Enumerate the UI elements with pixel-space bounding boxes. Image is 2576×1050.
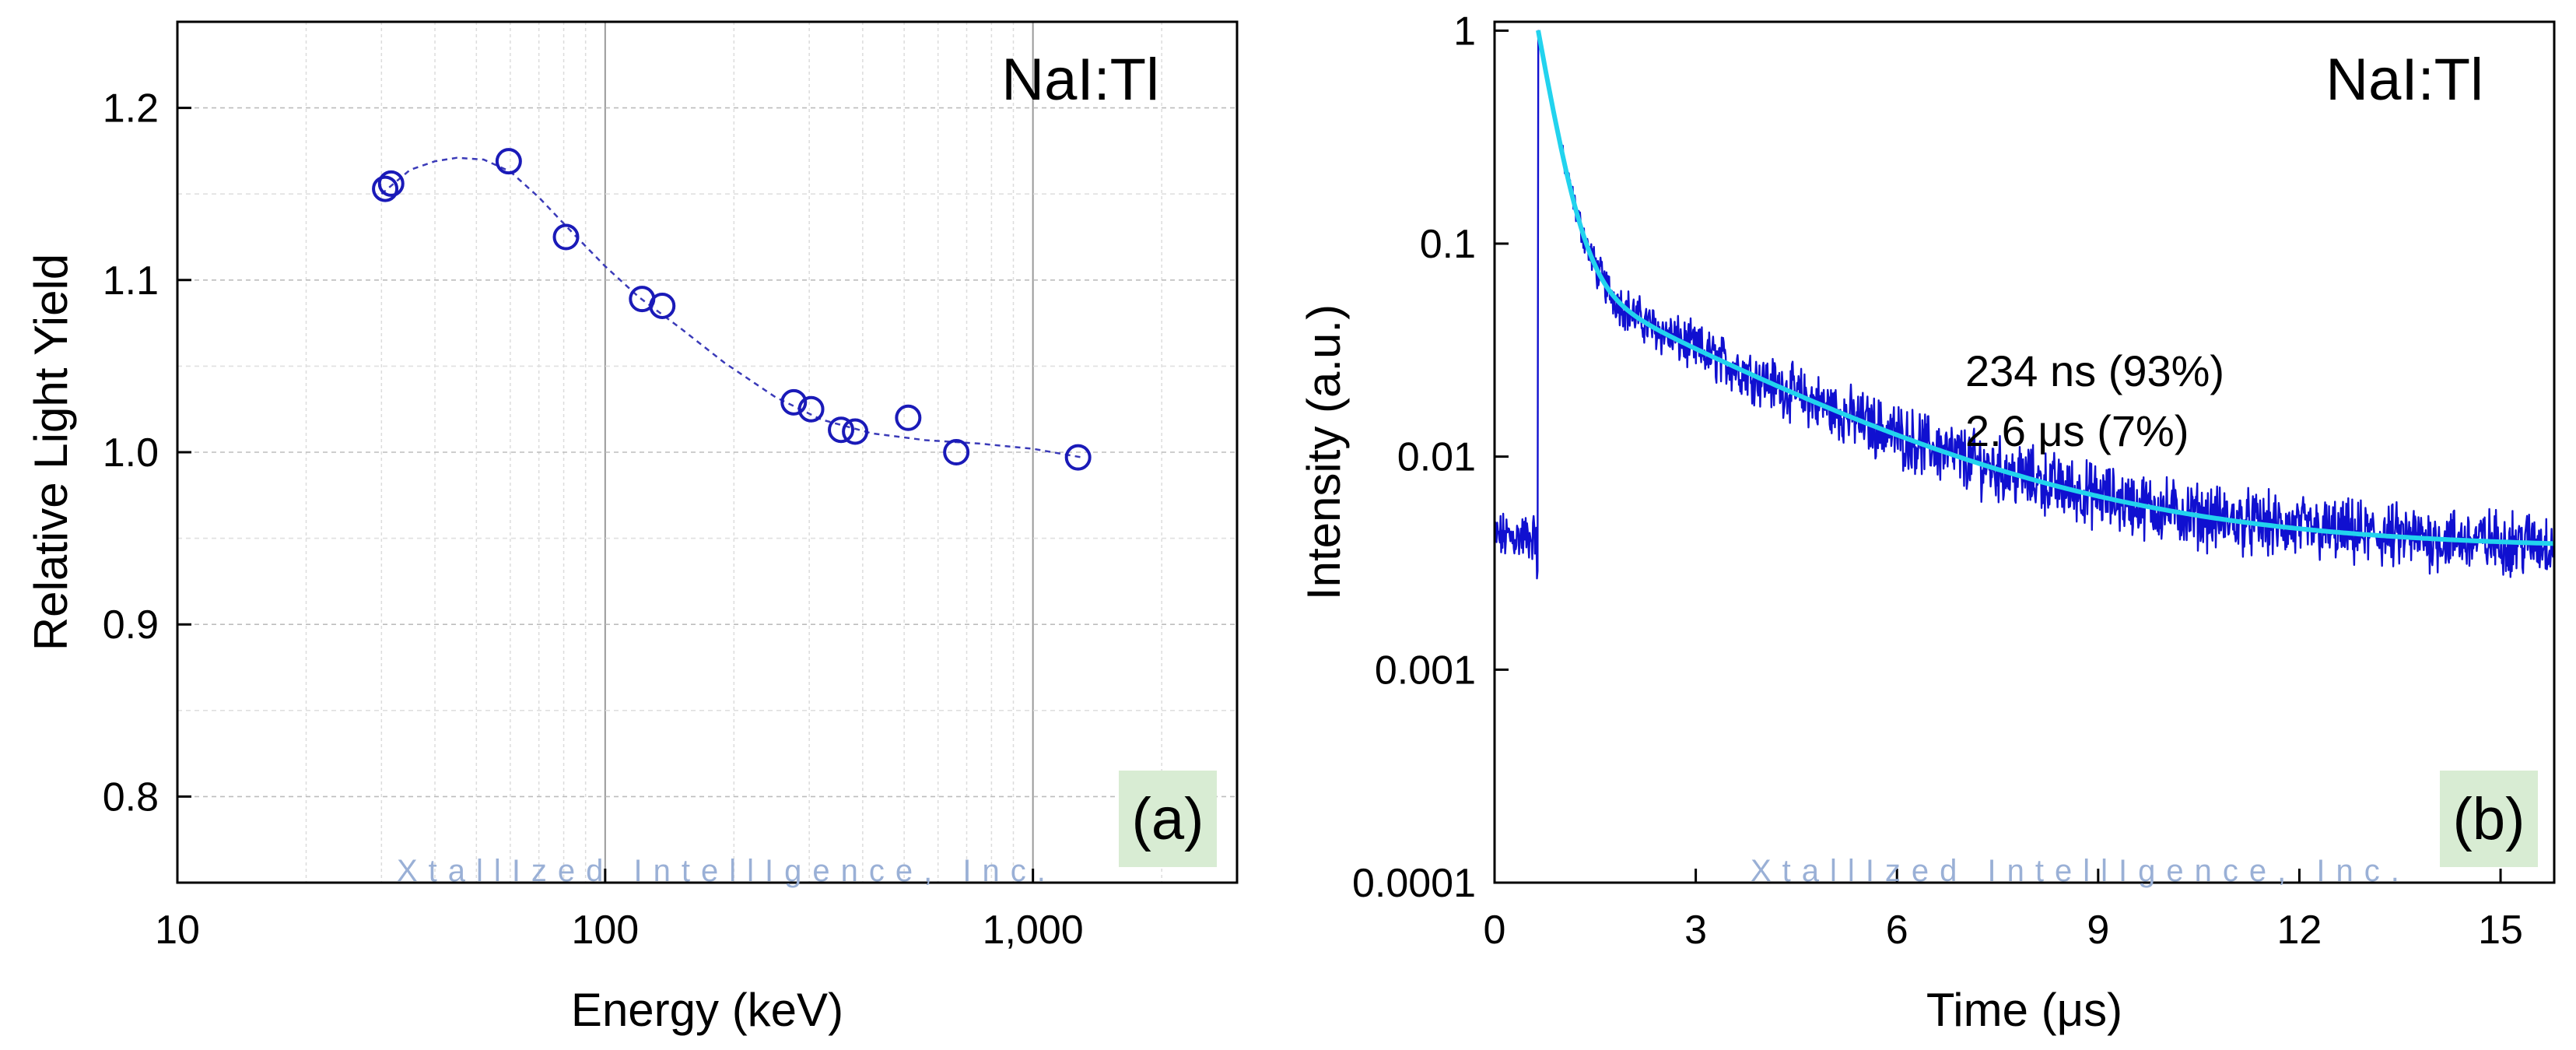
data-point [649,292,676,319]
y-tick-label: 0.8 [103,774,159,820]
x-tick-label: 10 [155,908,200,953]
panel-b-label: (b) [2453,786,2525,852]
data-point [797,395,825,423]
x-tick-label: 9 [2087,908,2109,953]
panel-a-label: (a) [1132,786,1204,852]
data-point [377,170,405,197]
x-tick-label: 12 [2277,908,2322,953]
panel-a-ticks: 10 100 1,000 0.8 0.9 1.0 1.1 1.2 [103,86,1084,953]
panel-b-annotation-slow: 2.6 μs (7%) [1965,406,2189,455]
data-point [552,223,580,251]
panel-b-fit-curve [1536,30,2555,546]
panel-a-points [372,148,1092,471]
x-tick-label: 3 [1684,908,1707,953]
panel-b-ticks: 0 3 6 9 12 15 0.0001 0.001 0.01 0.1 1 [1352,9,2523,953]
data-point [895,404,922,431]
panel-b-plot-frame [1493,20,2556,884]
y-tick-label: 1.0 [103,430,159,476]
panel-a-xlabel: Energy (keV) [571,984,843,1036]
panel-a-ylabel: Relative Light Yield [25,254,77,651]
y-tick-label: 0.01 [1397,435,1476,480]
data-point [780,388,808,416]
data-point [495,148,522,175]
panel-a-watermark: XtallIzed IntellIgence, Inc. [397,854,1057,888]
x-tick-label: 100 [571,908,639,953]
panel-b: 0 3 6 9 12 15 0.0001 0.001 0.01 0.1 1 NaI:Tl 234 n… [1298,9,2556,1036]
panel-b-label-bg [2440,771,2538,867]
panel-a-fit-curve [380,156,1082,458]
panel-a-title: NaI:Tl [1001,47,1159,113]
y-tick-label: 0.0001 [1352,861,1476,906]
y-tick-label: 1 [1453,9,1476,54]
panel-b-title: NaI:Tl [2325,47,2483,113]
panel-b-watermark: XtallIzed IntellIgence, Inc. [1751,854,2410,888]
panel-b-xlabel: Time (μs) [1926,984,2122,1036]
data-point [828,416,855,444]
y-tick-label: 1.1 [103,258,159,304]
data-point [842,418,869,445]
x-tick-label: 0 [1484,908,1506,953]
data-point [372,175,399,202]
data-point [1064,444,1092,471]
x-tick-label: 6 [1886,908,1908,953]
panel-b-annotation-fast: 234 ns (93%) [1965,346,2224,395]
y-tick-label: 0.9 [103,602,159,648]
x-tick-label: 15 [2478,908,2523,953]
y-tick-label: 0.1 [1420,222,1476,267]
panel-a-grid [177,21,1237,883]
panel-a-label-bg [1119,771,1217,867]
y-tick-label: 0.001 [1375,648,1476,693]
data-point [943,439,970,465]
x-tick-label: 1,000 [983,908,1084,953]
y-tick-label: 1.2 [103,86,159,132]
panel-b-decay-trace [1493,30,2556,580]
panel-b-ylabel: Intensity (a.u.) [1298,304,1350,600]
panel-a: 10 100 1,000 0.8 0.9 1.0 1.1 1.2 NaI:Tl (a) Xta… [25,20,1239,1036]
